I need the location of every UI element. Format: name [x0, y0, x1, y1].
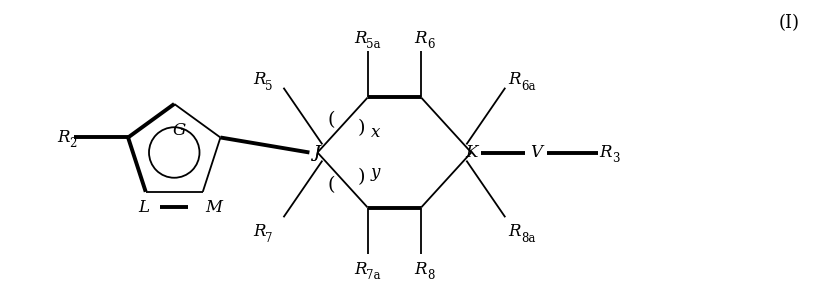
- Text: 3: 3: [612, 152, 620, 166]
- Text: R: R: [509, 71, 521, 88]
- Text: G: G: [173, 122, 186, 139]
- Text: (: (: [327, 111, 335, 129]
- Text: J: J: [314, 144, 320, 161]
- Text: (I): (I): [779, 14, 800, 32]
- Text: R: R: [253, 223, 265, 240]
- Text: R: R: [57, 129, 69, 146]
- Text: 7a: 7a: [367, 269, 381, 282]
- Text: R: R: [253, 71, 265, 88]
- Text: R: R: [354, 30, 367, 47]
- Text: 6a: 6a: [521, 80, 535, 93]
- Text: 7: 7: [265, 232, 273, 245]
- Text: V: V: [530, 144, 542, 161]
- Text: R: R: [354, 260, 367, 278]
- Text: 5a: 5a: [367, 38, 381, 51]
- Text: x: x: [371, 124, 381, 141]
- Text: R: R: [415, 30, 427, 47]
- Text: J: J: [314, 144, 320, 161]
- Text: 2: 2: [69, 138, 77, 150]
- Text: R: R: [509, 223, 521, 240]
- Text: R: R: [415, 260, 427, 278]
- Text: M: M: [206, 199, 223, 217]
- Text: 5: 5: [265, 80, 273, 93]
- Text: R: R: [599, 144, 611, 161]
- Text: 6: 6: [427, 38, 434, 51]
- Text: ): ): [358, 168, 365, 186]
- Text: 8: 8: [427, 269, 434, 282]
- Text: (: (: [327, 176, 335, 194]
- Text: K: K: [465, 144, 477, 161]
- Text: y: y: [371, 164, 381, 181]
- Text: ): ): [358, 119, 365, 137]
- Text: L: L: [139, 199, 150, 217]
- Text: 8a: 8a: [521, 232, 535, 245]
